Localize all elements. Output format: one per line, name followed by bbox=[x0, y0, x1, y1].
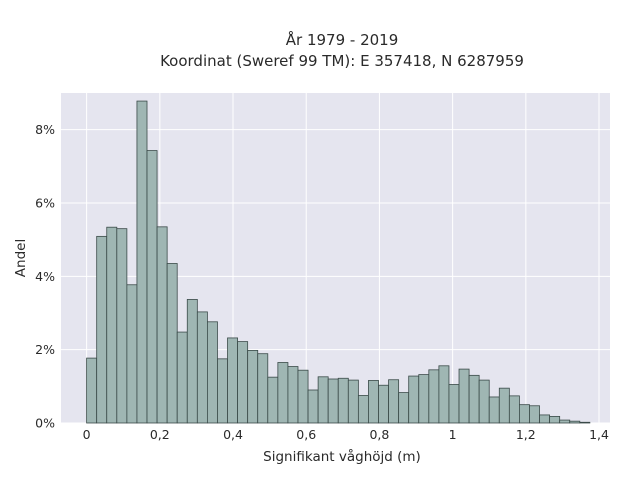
histogram-bar bbox=[257, 353, 269, 424]
x-axis-label: Signifikant våghöjd (m) bbox=[263, 448, 421, 465]
histogram-bar bbox=[146, 150, 158, 424]
chart-subtitle: Koordinat (Sweref 99 TM): E 357418, N 62… bbox=[160, 52, 524, 70]
histogram-bar bbox=[529, 405, 540, 424]
y-tick-label: 4% bbox=[35, 269, 55, 284]
histogram-bar bbox=[388, 379, 400, 424]
histogram-bar bbox=[398, 392, 410, 424]
histogram-bar bbox=[287, 366, 299, 424]
histogram-bar bbox=[136, 100, 148, 424]
histogram-bar bbox=[347, 379, 359, 424]
histogram-bar bbox=[156, 226, 168, 424]
histogram-bar bbox=[478, 379, 490, 424]
x-tick-label: 0,8 bbox=[369, 427, 389, 442]
histogram-bar bbox=[549, 415, 561, 424]
histogram-bar bbox=[519, 404, 530, 424]
chart-title: År 1979 - 2019 bbox=[286, 30, 399, 49]
y-axis-label: Andel bbox=[13, 239, 29, 277]
y-tick-label: 2% bbox=[35, 342, 55, 357]
x-tick-label: 0,4 bbox=[223, 427, 243, 442]
histogram-bar bbox=[488, 396, 500, 424]
histogram-bar bbox=[539, 414, 551, 424]
histogram-bar bbox=[428, 369, 440, 424]
histogram-bar bbox=[418, 374, 430, 424]
histogram-bar bbox=[458, 368, 470, 424]
histogram-bar bbox=[327, 378, 339, 424]
histogram-bar bbox=[86, 357, 98, 424]
histogram-bar bbox=[96, 235, 108, 424]
histogram-bar bbox=[297, 369, 309, 424]
x-tick-label: 1,2 bbox=[516, 427, 536, 442]
y-tick-label: 8% bbox=[35, 122, 55, 137]
histogram-bar bbox=[267, 376, 279, 424]
histogram-bar bbox=[378, 384, 389, 424]
histogram-bar bbox=[468, 374, 480, 424]
histogram-bar bbox=[569, 420, 581, 424]
histogram-bar bbox=[176, 331, 188, 424]
tick-labels: 0% 2% 4% 6% 8% 0 0,2 0,4 0,6 0,8 1 1,2 1,4 bbox=[35, 122, 609, 442]
histogram-bar bbox=[508, 395, 520, 424]
histogram-bar bbox=[277, 362, 289, 424]
histogram-bar bbox=[448, 384, 460, 424]
histogram-bar bbox=[357, 395, 369, 424]
histogram-bar bbox=[196, 311, 208, 424]
histogram-bar bbox=[498, 387, 510, 424]
histogram-bar bbox=[408, 375, 420, 424]
x-tick-label: 0,2 bbox=[150, 427, 170, 442]
histogram-bar bbox=[217, 358, 228, 424]
histogram-bar bbox=[368, 380, 379, 424]
histogram-bar bbox=[227, 337, 238, 424]
x-tick-label: 0 bbox=[83, 427, 91, 442]
histogram-bar bbox=[126, 284, 138, 424]
histogram-bar bbox=[317, 376, 329, 424]
histogram-bar bbox=[579, 421, 591, 424]
x-tick-label: 1 bbox=[449, 427, 457, 442]
histogram-bar bbox=[116, 228, 128, 424]
x-tick-label: 0,6 bbox=[296, 427, 316, 442]
histogram-bar bbox=[247, 349, 259, 424]
histogram-bar bbox=[206, 321, 218, 424]
histogram-bar bbox=[237, 341, 249, 424]
histogram-bar bbox=[186, 299, 198, 424]
x-tick-label: 1,4 bbox=[589, 427, 609, 442]
histogram-bar bbox=[337, 377, 349, 424]
histogram-bar bbox=[438, 365, 450, 424]
y-tick-label: 6% bbox=[35, 196, 55, 211]
histogram-bar bbox=[106, 226, 118, 424]
y-tick-label: 0% bbox=[35, 416, 55, 431]
histogram-bar bbox=[166, 263, 178, 424]
bars bbox=[86, 100, 591, 424]
histogram-bar bbox=[559, 419, 571, 424]
histogram-bar bbox=[307, 389, 319, 424]
